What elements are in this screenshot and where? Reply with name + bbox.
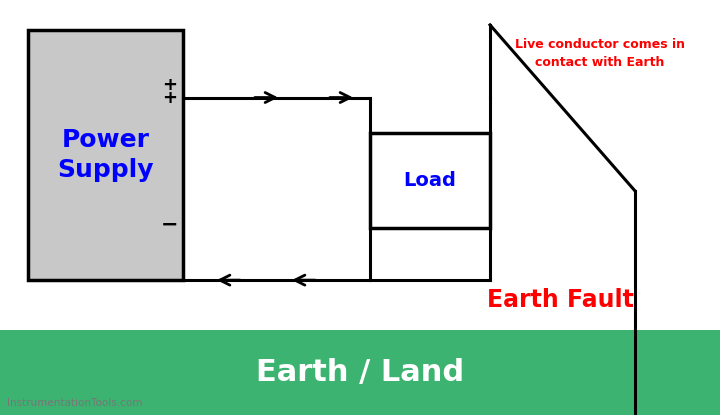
Text: +: + (163, 88, 178, 107)
Text: Load: Load (404, 171, 456, 190)
Bar (0, 330, 720, 415)
Text: InstrumentationTools.com: InstrumentationTools.com (7, 398, 143, 408)
Bar (28, 30, 183, 280)
Text: Earth / Land: Earth / Land (256, 358, 464, 387)
Text: +: + (163, 76, 178, 94)
Bar (370, 133, 490, 228)
Text: Live conductor comes in
contact with Earth: Live conductor comes in contact with Ear… (515, 38, 685, 69)
Text: −: − (161, 215, 179, 235)
Text: Power
Supply: Power Supply (58, 128, 154, 182)
Text: Earth Fault: Earth Fault (487, 288, 634, 312)
Text: −: − (161, 270, 179, 290)
